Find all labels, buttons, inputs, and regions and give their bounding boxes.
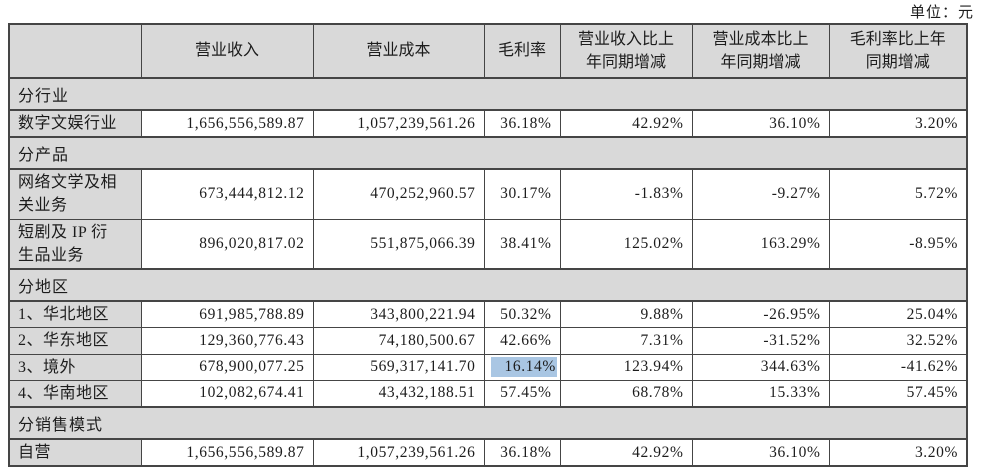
data-row-east-china: 2、华东地区 129,360,776.43 74,180,500.67 42.6…: [8, 327, 968, 355]
data-row-south-china: 4、华南地区 102,082,674.41 43,432,188.51 57.4…: [8, 379, 968, 408]
selected-text-highlight[interactable]: 16.14%: [490, 357, 557, 378]
cell-revenue: 896,020,817.02: [140, 218, 314, 270]
row-label: 网络文学及相 关业务: [8, 168, 142, 220]
cell-margin: 36.18%: [483, 438, 561, 467]
cell-cost-yoy: 344.63%: [691, 353, 830, 381]
cell-margin: 42.66%: [483, 327, 561, 355]
cell-margin: 38.41%: [483, 218, 561, 270]
row-label: 自营: [8, 438, 142, 467]
section-label: 分销售模式: [8, 405, 968, 440]
cell-cost: 1,057,239,561.26: [312, 438, 485, 467]
row-label: 2、华东地区: [8, 327, 142, 355]
cell-revenue: 673,444,812.12: [140, 168, 314, 220]
col-header-revenue: 营业收入: [140, 23, 314, 79]
col-header-margin: 毛利率: [483, 23, 561, 79]
cell-margin-yoy: 57.45%: [828, 379, 968, 408]
cell-cost-yoy: -9.27%: [691, 168, 830, 220]
cell-revenue: 1,656,556,589.87: [140, 109, 314, 138]
cell-revenue: 678,900,077.25: [140, 353, 314, 381]
cell-revenue-yoy: 125.02%: [559, 218, 693, 270]
cell-margin-yoy: 3.20%: [828, 438, 968, 467]
cell-margin-yoy: 32.52%: [828, 327, 968, 355]
cell-cost: 43,432,188.51: [312, 379, 485, 408]
data-row-north-china: 1、华北地区 691,985,788.89 343,800,221.94 50.…: [8, 300, 968, 329]
cell-revenue-yoy: 42.92%: [559, 438, 693, 467]
cell-margin-yoy: 5.72%: [828, 168, 968, 220]
cell-revenue-yoy: 9.88%: [559, 300, 693, 329]
section-label: 分地区: [8, 268, 968, 303]
table-header-row: 营业收入 营业成本 毛利率 营业收入比上 年同期增减 营业成本比上 年同期增减 …: [8, 23, 968, 79]
cell-cost-yoy: 36.10%: [691, 109, 830, 138]
cell-cost: 551,875,066.39: [312, 218, 485, 270]
section-row-by-region: 分地区: [8, 268, 968, 303]
section-label: 分行业: [8, 77, 968, 111]
row-label: 4、华南地区: [8, 379, 142, 408]
section-row-by-industry: 分行业: [8, 77, 968, 111]
row-label: 短剧及 IP 衍 生品业务: [8, 218, 142, 270]
data-row-self-operated: 自营 1,656,556,589.87 1,057,239,561.26 36.…: [8, 438, 968, 467]
row-label: 1、华北地区: [8, 300, 142, 329]
cell-margin-yoy: 25.04%: [828, 300, 968, 329]
section-label: 分产品: [8, 136, 968, 171]
data-row-online-literature: 网络文学及相 关业务 673,444,812.12 470,252,960.57…: [8, 168, 968, 220]
cell-margin: 30.17%: [483, 168, 561, 220]
cell-cost-yoy: 163.29%: [691, 218, 830, 270]
cell-revenue-yoy: 68.78%: [559, 379, 693, 408]
cell-cost-yoy: 15.33%: [691, 379, 830, 408]
cell-cost: 74,180,500.67: [312, 327, 485, 355]
cell-margin-yoy: -41.62%: [828, 353, 968, 381]
cell-revenue: 691,985,788.89: [140, 300, 314, 329]
section-row-by-sales-model: 分销售模式: [8, 405, 968, 440]
cell-cost: 343,800,221.94: [312, 300, 485, 329]
cell-revenue-yoy: 42.92%: [559, 109, 693, 138]
col-header-revenue-yoy: 营业收入比上 年同期增减: [559, 23, 693, 79]
row-label: 数字文娱行业: [8, 109, 142, 138]
col-header-empty: [8, 23, 142, 79]
cell-revenue-yoy: 123.94%: [559, 353, 693, 381]
data-row-overseas: 3、境外 678,900,077.25 569,317,141.70 16.14…: [8, 353, 968, 381]
col-header-cost: 营业成本: [312, 23, 485, 79]
cell-revenue-yoy: 7.31%: [559, 327, 693, 355]
cell-revenue: 129,360,776.43: [140, 327, 314, 355]
cell-cost: 1,057,239,561.26: [312, 109, 485, 138]
unit-label: 单位：元: [909, 5, 974, 21]
cell-cost-yoy: -26.95%: [691, 300, 830, 329]
cell-cost: 470,252,960.57: [312, 168, 485, 220]
cell-cost: 569,317,141.70: [312, 353, 485, 381]
col-header-cost-yoy: 营业成本比上 年同期增减: [691, 23, 830, 79]
cell-margin-yoy: -8.95%: [828, 218, 968, 270]
data-row-digital-entertainment: 数字文娱行业 1,656,556,589.87 1,057,239,561.26…: [8, 109, 968, 138]
financial-breakdown-table: 营业收入 营业成本 毛利率 营业收入比上 年同期增减 营业成本比上 年同期增减 …: [8, 23, 968, 467]
section-row-by-product: 分产品: [8, 136, 968, 171]
data-row-short-drama-ip: 短剧及 IP 衍 生品业务 896,020,817.02 551,875,066…: [8, 218, 968, 270]
cell-cost-yoy: 36.10%: [691, 438, 830, 467]
cell-revenue: 102,082,674.41: [140, 379, 314, 408]
col-header-margin-yoy: 毛利率比上年 同期增减: [828, 23, 968, 79]
cell-margin-yoy: 3.20%: [828, 109, 968, 138]
cell-margin-selected: 16.14%: [483, 353, 561, 381]
row-label: 3、境外: [8, 353, 142, 381]
cell-revenue-yoy: -1.83%: [559, 168, 693, 220]
cell-margin: 50.32%: [483, 300, 561, 329]
cell-cost-yoy: -31.52%: [691, 327, 830, 355]
cell-revenue: 1,656,556,589.87: [140, 438, 314, 467]
cell-margin: 36.18%: [483, 109, 561, 138]
cell-margin: 57.45%: [483, 379, 561, 408]
